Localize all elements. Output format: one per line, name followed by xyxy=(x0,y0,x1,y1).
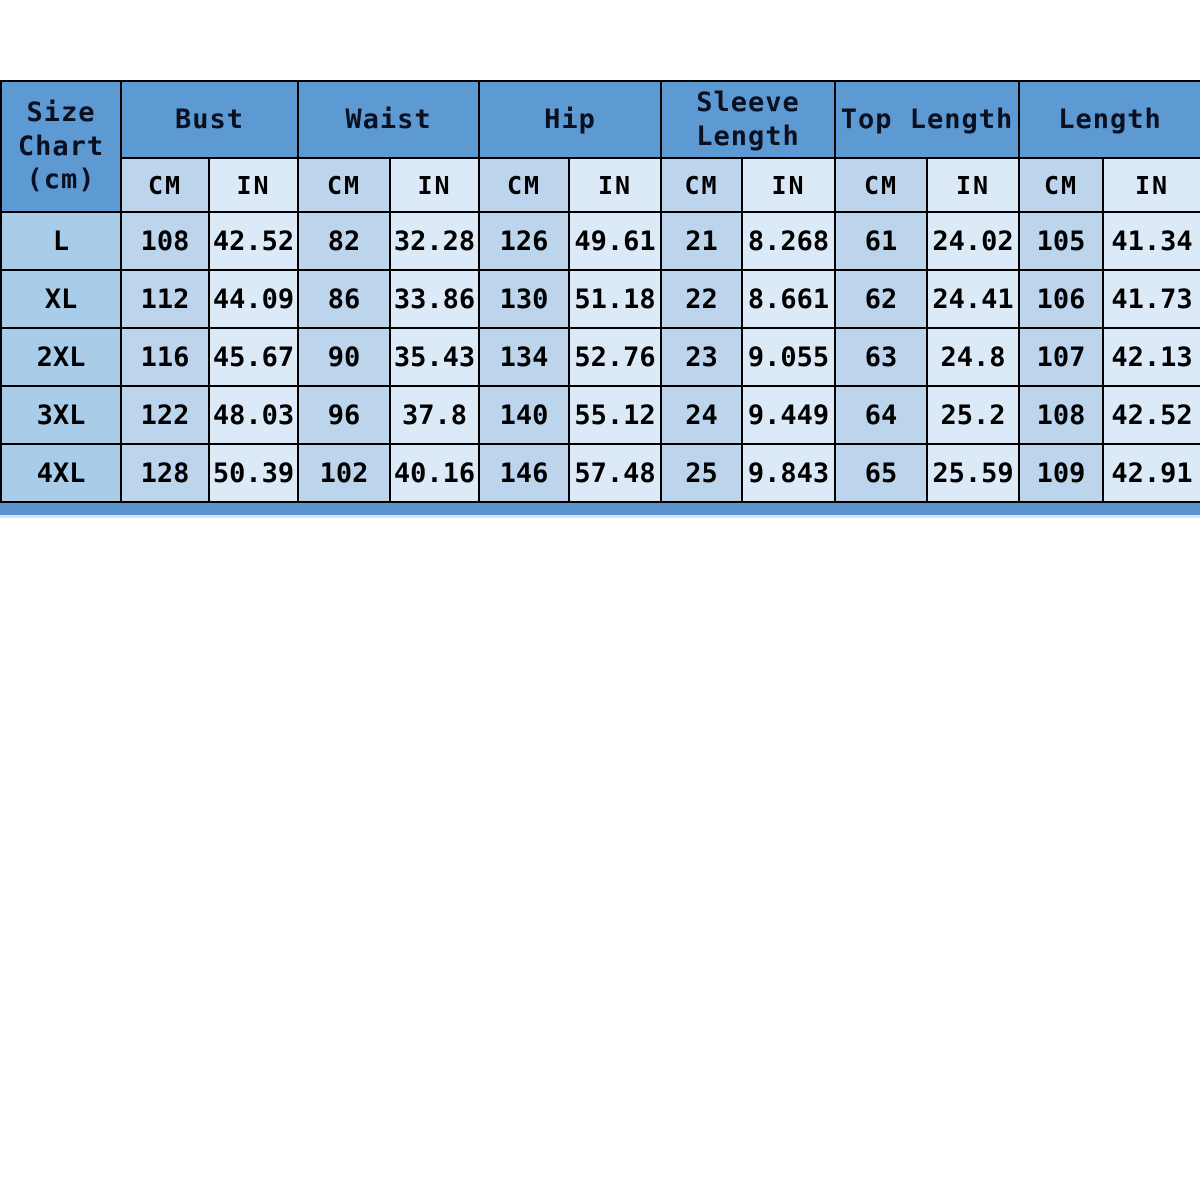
unit-header-row: CM IN CM IN CM IN CM IN CM IN CM IN xyxy=(1,157,1200,213)
size-chart-title-cell: Size Chart (cm) xyxy=(0,80,122,213)
measurement-cell: 140 xyxy=(478,385,570,445)
size-chart-title-line2: Chart xyxy=(17,130,105,162)
bottom-accent-bar xyxy=(0,503,1200,515)
table-row-size-xl: XL 112 44.09 86 33.86 130 51.18 22 8.661… xyxy=(0,269,1200,329)
row-size-label: L xyxy=(0,211,122,271)
row-size-label: XL xyxy=(0,269,122,329)
column-group-top-length: Top Length xyxy=(834,80,1021,159)
measurement-cell: 42.91 xyxy=(1102,443,1200,503)
unit-header-in-waist: IN xyxy=(389,157,480,213)
column-group-waist: Waist xyxy=(297,80,480,159)
measurement-cell: 48.03 xyxy=(208,385,299,445)
size-chart-table: Size Chart (cm) Bust Waist Hip Sleeve Le… xyxy=(0,80,1200,503)
measurement-cell: 9.055 xyxy=(740,327,837,387)
measurement-cell: 22 xyxy=(660,269,743,329)
measurement-cell: 41.34 xyxy=(1102,211,1200,271)
unit-header-cm-hip: CM xyxy=(478,157,570,213)
measurement-cell: 51.18 xyxy=(568,269,662,329)
measurement-cell: 128 xyxy=(120,443,210,503)
measurement-cell: 23 xyxy=(660,327,743,387)
measurement-cell: 45.67 xyxy=(208,327,299,387)
measurement-cell: 41.73 xyxy=(1102,269,1200,329)
measurement-cell: 82 xyxy=(297,211,391,271)
row-size-label: 3XL xyxy=(0,385,122,445)
size-chart-title-line1: Size xyxy=(26,96,96,128)
measurement-cell: 62 xyxy=(834,269,929,329)
size-chart-title-line3: (cm) xyxy=(26,164,96,196)
measurement-cell: 21 xyxy=(660,211,743,271)
measurement-cell: 42.52 xyxy=(208,211,299,271)
measurement-cell: 63 xyxy=(834,327,929,387)
measurement-cell: 90 xyxy=(297,327,391,387)
measurement-cell: 25.2 xyxy=(926,385,1021,445)
measurement-cell: 49.61 xyxy=(568,211,662,271)
unit-header-cm-waist: CM xyxy=(297,157,391,213)
measurement-cell: 107 xyxy=(1018,327,1105,387)
measurement-cell: 96 xyxy=(297,385,391,445)
row-size-label: 4XL xyxy=(0,443,122,503)
measurement-cell: 86 xyxy=(297,269,391,329)
measurement-cell: 50.39 xyxy=(208,443,299,503)
measurement-cell: 25.59 xyxy=(926,443,1021,503)
measurement-cell: 8.661 xyxy=(740,269,837,329)
unit-header-in-length: IN xyxy=(1102,157,1200,213)
measurement-cell: 108 xyxy=(120,211,210,271)
measurement-cell: 37.8 xyxy=(389,385,480,445)
measurement-cell: 130 xyxy=(478,269,570,329)
unit-header-in-top-length: IN xyxy=(926,157,1021,213)
size-chart-table-container: Size Chart (cm) Bust Waist Hip Sleeve Le… xyxy=(0,80,1200,518)
measurement-cell: 64 xyxy=(834,385,929,445)
measurement-cell: 57.48 xyxy=(568,443,662,503)
column-group-sleeve-length: Sleeve Length xyxy=(659,80,837,159)
measurement-cell: 24.8 xyxy=(926,327,1021,387)
table-row-size-2xl: 2XL 116 45.67 90 35.43 134 52.76 23 9.05… xyxy=(0,327,1200,387)
measurement-cell: 42.52 xyxy=(1102,385,1200,445)
measurement-cell: 42.13 xyxy=(1102,327,1200,387)
bottom-accent-bar-highlight xyxy=(0,515,1200,518)
measurement-cell: 35.43 xyxy=(389,327,480,387)
unit-header-cm-sleeve: CM xyxy=(660,157,743,213)
column-group-bust: Bust xyxy=(120,80,299,159)
measurement-cell: 106 xyxy=(1018,269,1105,329)
measurement-cell: 102 xyxy=(297,443,391,503)
unit-header-in-hip: IN xyxy=(568,157,662,213)
measurement-cell: 55.12 xyxy=(568,385,662,445)
table-row-size-3xl: 3XL 122 48.03 96 37.8 140 55.12 24 9.449… xyxy=(0,385,1200,445)
measurement-cell: 8.268 xyxy=(740,211,837,271)
column-group-length: Length xyxy=(1018,80,1200,159)
table-row-size-l: L 108 42.52 82 32.28 126 49.61 21 8.268 … xyxy=(0,211,1200,271)
measurement-cell: 24.02 xyxy=(926,211,1021,271)
measurement-cell: 32.28 xyxy=(389,211,480,271)
table-row-size-4xl: 4XL 128 50.39 102 40.16 146 57.48 25 9.8… xyxy=(0,443,1200,503)
measurement-cell: 109 xyxy=(1018,443,1105,503)
unit-header-cm-bust: CM xyxy=(120,157,210,213)
measurement-cell: 40.16 xyxy=(389,443,480,503)
column-group-header-row: Size Chart (cm) Bust Waist Hip Sleeve Le… xyxy=(0,80,1200,213)
measurement-cell: 24.41 xyxy=(926,269,1021,329)
row-size-label: 2XL xyxy=(0,327,122,387)
measurement-cell: 44.09 xyxy=(208,269,299,329)
measurement-cell: 24 xyxy=(660,385,743,445)
measurement-cell: 52.76 xyxy=(568,327,662,387)
measurement-cell: 65 xyxy=(834,443,929,503)
measurement-cell: 33.86 xyxy=(389,269,480,329)
measurement-cell: 108 xyxy=(1018,385,1105,445)
measurement-cell: 116 xyxy=(120,327,210,387)
unit-header-in-bust: IN xyxy=(208,157,299,213)
unit-header-in-sleeve: IN xyxy=(740,157,837,213)
measurement-cell: 9.843 xyxy=(740,443,837,503)
measurement-cell: 61 xyxy=(834,211,929,271)
measurement-cell: 146 xyxy=(478,443,570,503)
column-group-hip: Hip xyxy=(478,80,662,159)
measurement-cell: 9.449 xyxy=(740,385,837,445)
measurement-cell: 112 xyxy=(120,269,210,329)
measurement-cell: 122 xyxy=(120,385,210,445)
measurement-cell: 134 xyxy=(478,327,570,387)
measurement-cell: 105 xyxy=(1018,211,1105,271)
unit-header-cm-top-length: CM xyxy=(834,157,929,213)
measurement-cell: 126 xyxy=(478,211,570,271)
measurement-cell: 25 xyxy=(660,443,743,503)
unit-header-cm-length: CM xyxy=(1018,157,1105,213)
